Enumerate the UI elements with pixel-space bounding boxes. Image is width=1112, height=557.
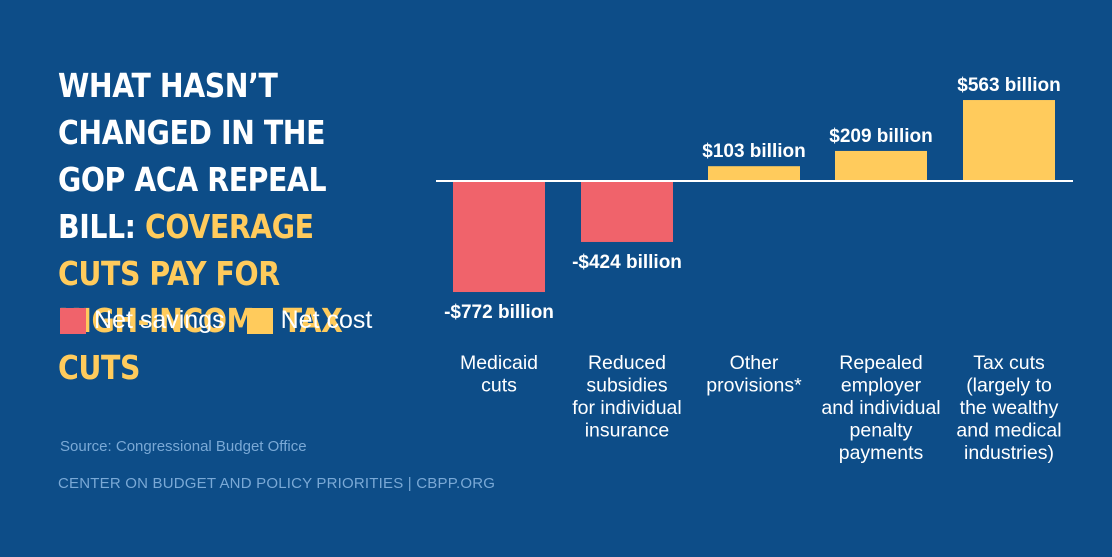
data-label-5: $563 billion bbox=[957, 75, 1060, 96]
legend-swatch-cost bbox=[246, 307, 273, 334]
footer-credit: CENTER ON BUDGET AND POLICY PRIORITIES |… bbox=[58, 475, 496, 492]
chart-title: What hasn’t changed in the GOP ACA repea… bbox=[58, 62, 350, 391]
title-white: What hasn’t changed in the GOP ACA repea… bbox=[58, 66, 327, 246]
data-label-2: -$424 billion bbox=[572, 252, 682, 273]
category-label-1: Medicaid cuts bbox=[460, 352, 538, 397]
bar-1 bbox=[453, 181, 545, 293]
legend: Net savings Net cost bbox=[60, 306, 394, 335]
bar-5 bbox=[963, 100, 1055, 181]
legend-swatch-savings bbox=[60, 307, 86, 334]
data-label-4: $209 billion bbox=[829, 126, 932, 147]
category-label-4: Repealed employer and individual penalty pay… bbox=[821, 352, 940, 464]
bar-3 bbox=[708, 166, 800, 181]
legend-item-cost: Net cost bbox=[246, 306, 373, 335]
bar-2 bbox=[581, 181, 673, 242]
category-label-2: Reduced subsidies for individual insurance bbox=[572, 352, 681, 442]
category-label-5: Tax cuts (largely to the wealthy and medica… bbox=[956, 352, 1061, 464]
legend-item-savings: Net savings bbox=[60, 306, 225, 335]
legend-label-cost: Net cost bbox=[280, 306, 373, 334]
data-label-3: $103 billion bbox=[702, 141, 805, 162]
data-label-1: -$772 billion bbox=[444, 302, 554, 323]
source-note: Source: Congressional Budget Office bbox=[60, 438, 307, 455]
title-highlight: Coverage cuts pay for high-income tax cu… bbox=[58, 207, 343, 387]
legend-label-savings: Net savings bbox=[94, 306, 225, 334]
bar-4 bbox=[835, 150, 927, 181]
category-label-3: Other provisions* bbox=[706, 352, 802, 397]
